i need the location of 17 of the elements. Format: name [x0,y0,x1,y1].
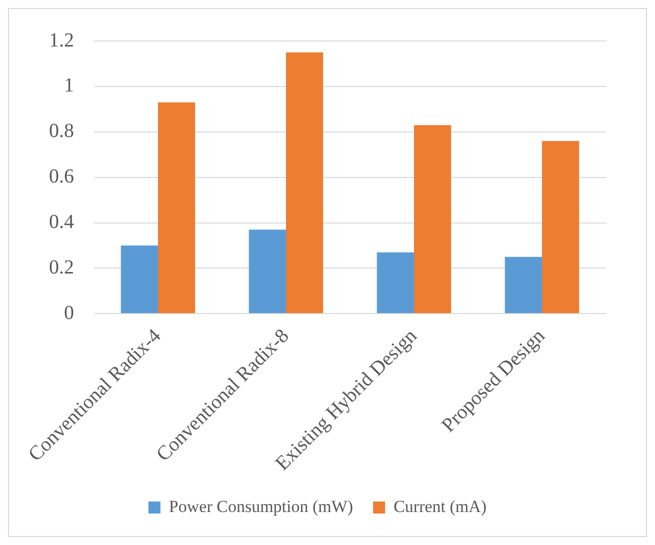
y-tick-label: 0.2 [49,256,74,278]
bar [542,140,580,314]
legend-label: Current (mA) [394,496,487,516]
bar [286,52,324,314]
y-tick-label: 1 [64,74,74,97]
legend-label: Power Consumption (mW) [168,496,354,516]
y-tick-label: 0.4 [49,211,74,234]
bar [158,102,196,314]
y-tick-label: 1.2 [49,29,74,52]
y-tick-label: 0.6 [49,166,74,188]
bar [414,125,452,314]
bar [504,256,542,314]
y-tick-label: 0.8 [49,120,74,142]
bar [120,246,158,314]
bar [248,230,286,314]
bar [376,252,414,314]
y-tick-label: 0 [64,302,74,324]
